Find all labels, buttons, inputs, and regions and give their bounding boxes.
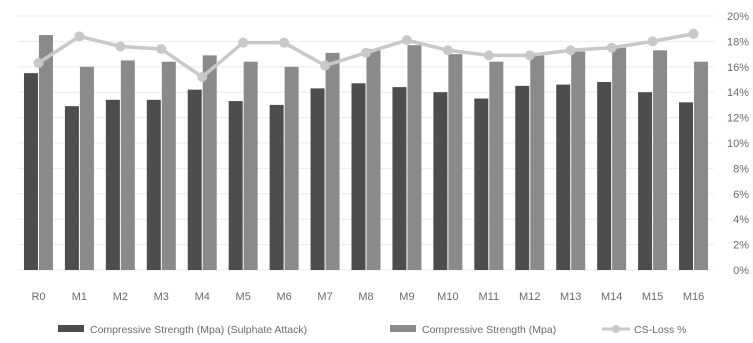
line-point [238, 37, 249, 48]
x-tick-label: M5 [236, 291, 251, 303]
x-tick-label: M3 [154, 291, 169, 303]
right-tick-label: 16% [727, 62, 749, 74]
line-point [565, 45, 576, 56]
bar [366, 49, 381, 270]
line-point [483, 50, 494, 61]
line-point [156, 44, 167, 55]
bar [474, 98, 489, 270]
bar [325, 52, 340, 270]
bar [392, 87, 407, 271]
legend-label: Compressive Strength (Mpa) (Sulphate Att… [90, 324, 307, 336]
bar [433, 92, 448, 270]
line-point [279, 37, 290, 48]
bar [407, 45, 422, 271]
legend-swatch [58, 325, 84, 332]
x-tick-label: M10 [437, 291, 458, 303]
bar-series [38, 35, 709, 271]
legend-label: CS-Loss % [634, 324, 687, 336]
x-tick-label: M4 [195, 291, 210, 303]
bar [556, 84, 571, 270]
x-tick-label: M12 [519, 291, 540, 303]
legend: Compressive Strength (Mpa) (Sulphate Att… [58, 324, 687, 336]
legend-item: Compressive Strength (Mpa) [390, 324, 556, 336]
x-tick-label: R0 [31, 291, 45, 303]
x-tick-label: M1 [72, 291, 87, 303]
right-tick-label: 14% [727, 87, 749, 99]
legend-label: Compressive Strength (Mpa) [422, 324, 556, 336]
bar [448, 54, 463, 270]
line-point [361, 47, 371, 58]
x-tick-label: M16 [683, 291, 704, 303]
bar [202, 55, 217, 271]
legend-item: CS-Loss % [602, 324, 687, 336]
bar [161, 61, 176, 270]
line-point [606, 42, 617, 53]
bar-series-group [23, 35, 709, 271]
line-point [33, 57, 44, 68]
bar [530, 52, 545, 270]
bar [284, 66, 299, 270]
x-tick-label: M8 [358, 291, 373, 303]
line-point [320, 60, 331, 71]
line-point [401, 35, 412, 46]
right-tick-label: 8% [733, 163, 749, 175]
bar [694, 61, 709, 270]
bar [351, 83, 366, 270]
right-tick-label: 18% [727, 36, 749, 48]
bar [515, 85, 530, 270]
bar [653, 50, 668, 270]
line-point [442, 45, 453, 56]
x-axis-labels: R0 M1 M2 M3 M4 M5 M6 M7 M8 M9 M10 M11 M12 M13 M14 M15 M1… [31, 291, 704, 303]
x-tick-label: M11 [479, 291, 500, 303]
x-tick-label: M6 [276, 291, 291, 303]
line-point [115, 41, 126, 52]
right-tick-label: 4% [733, 214, 749, 226]
bar [228, 101, 243, 270]
line-point [688, 28, 699, 39]
bar [597, 82, 612, 270]
legend-swatch [390, 325, 416, 332]
legend-marker [612, 325, 620, 333]
bar [638, 92, 653, 270]
line-point [647, 36, 658, 47]
x-tick-label: M14 [601, 291, 622, 303]
bar [489, 61, 504, 270]
right-tick-label: 20% [727, 11, 749, 23]
right-tick-label: 6% [733, 189, 749, 201]
x-tick-label: M15 [642, 291, 663, 303]
line-point [74, 31, 85, 42]
x-tick-label: M13 [560, 291, 581, 303]
bar [146, 99, 161, 270]
bar [23, 73, 38, 271]
bar-series [23, 73, 694, 271]
x-tick-label: M9 [399, 291, 414, 303]
x-tick-label: M7 [317, 291, 332, 303]
line-points [33, 28, 699, 82]
right-tick-label: 10% [727, 138, 749, 150]
bar [120, 60, 135, 271]
bar [310, 88, 325, 270]
bar [612, 47, 627, 270]
bar [64, 106, 79, 270]
bar [105, 99, 120, 270]
x-tick-label: M2 [113, 291, 128, 303]
line-point [524, 50, 535, 61]
right-axis-labels: 0% 2% 4% 6% 8% 10% 12% 14% 16% 18% 20% [727, 11, 749, 277]
bar [187, 89, 202, 270]
bar [79, 66, 94, 270]
bar [571, 51, 586, 271]
bar [243, 61, 258, 270]
legend-item: Compressive Strength (Mpa) (Sulphate Att… [58, 324, 307, 336]
bar [679, 102, 694, 270]
bar [269, 104, 284, 271]
right-tick-label: 2% [733, 240, 749, 252]
line-point [197, 71, 208, 82]
bar [38, 35, 53, 270]
right-tick-label: 12% [727, 113, 749, 125]
right-tick-label: 0% [733, 265, 749, 277]
